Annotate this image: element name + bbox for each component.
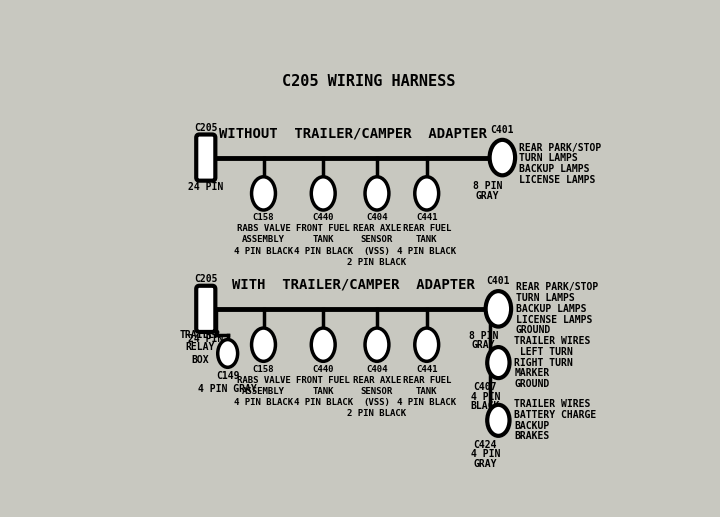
Text: BLACK: BLACK xyxy=(471,401,500,411)
Text: C440
FRONT FUEL
TANK
4 PIN BLACK: C440 FRONT FUEL TANK 4 PIN BLACK xyxy=(294,364,353,407)
Text: 4 PIN: 4 PIN xyxy=(471,392,500,402)
Text: GRAY: GRAY xyxy=(476,191,500,201)
Ellipse shape xyxy=(365,177,389,210)
Ellipse shape xyxy=(251,328,276,361)
Ellipse shape xyxy=(311,177,336,210)
Text: BACKUP: BACKUP xyxy=(514,421,549,431)
Text: C441
REAR FUEL
TANK
4 PIN BLACK: C441 REAR FUEL TANK 4 PIN BLACK xyxy=(397,213,456,255)
Text: C149
4 PIN GRAY: C149 4 PIN GRAY xyxy=(198,371,257,393)
Ellipse shape xyxy=(311,328,336,361)
Text: C205 WIRING HARNESS: C205 WIRING HARNESS xyxy=(282,74,456,89)
Text: TRAILER WIRES: TRAILER WIRES xyxy=(514,399,590,409)
Text: RIGHT TURN: RIGHT TURN xyxy=(514,358,573,368)
Text: REAR PARK/STOP: REAR PARK/STOP xyxy=(516,282,598,292)
Text: 8 PIN: 8 PIN xyxy=(469,330,498,341)
Text: GRAY: GRAY xyxy=(474,459,497,469)
Ellipse shape xyxy=(415,177,438,210)
FancyBboxPatch shape xyxy=(197,134,215,180)
Text: C424: C424 xyxy=(474,440,497,450)
Text: 24 PIN: 24 PIN xyxy=(188,333,223,343)
Text: LEFT TURN: LEFT TURN xyxy=(514,347,573,357)
Text: C401: C401 xyxy=(487,277,510,286)
Text: BRAKES: BRAKES xyxy=(514,432,549,442)
Text: TURN LAMPS: TURN LAMPS xyxy=(519,154,578,163)
Text: BACKUP LAMPS: BACKUP LAMPS xyxy=(519,164,590,174)
Ellipse shape xyxy=(415,328,438,361)
Text: TURN LAMPS: TURN LAMPS xyxy=(516,293,575,303)
Text: GROUND: GROUND xyxy=(516,325,551,336)
Ellipse shape xyxy=(490,140,515,175)
Ellipse shape xyxy=(486,291,511,327)
Text: C205: C205 xyxy=(194,274,217,284)
Text: BACKUP LAMPS: BACKUP LAMPS xyxy=(516,304,586,314)
Ellipse shape xyxy=(251,177,276,210)
Text: C440
FRONT FUEL
TANK
4 PIN BLACK: C440 FRONT FUEL TANK 4 PIN BLACK xyxy=(294,213,353,255)
Text: BATTERY CHARGE: BATTERY CHARGE xyxy=(514,410,597,420)
Text: 24 PIN: 24 PIN xyxy=(188,183,223,192)
Text: C205: C205 xyxy=(194,123,217,133)
Text: MARKER: MARKER xyxy=(514,368,549,378)
Text: C404
REAR AXLE
SENSOR
(VSS)
2 PIN BLACK: C404 REAR AXLE SENSOR (VSS) 2 PIN BLACK xyxy=(347,213,407,267)
Text: 8 PIN: 8 PIN xyxy=(473,181,503,191)
Ellipse shape xyxy=(365,328,389,361)
Text: GROUND: GROUND xyxy=(514,379,549,389)
Text: LICENSE LAMPS: LICENSE LAMPS xyxy=(516,315,593,325)
Text: C158
RABS VALVE
ASSEMBLY
4 PIN BLACK: C158 RABS VALVE ASSEMBLY 4 PIN BLACK xyxy=(234,213,293,255)
Text: WITH  TRAILER/CAMPER  ADAPTER: WITH TRAILER/CAMPER ADAPTER xyxy=(232,278,474,292)
Text: C441
REAR FUEL
TANK
4 PIN BLACK: C441 REAR FUEL TANK 4 PIN BLACK xyxy=(397,364,456,407)
Text: WITHOUT  TRAILER/CAMPER  ADAPTER: WITHOUT TRAILER/CAMPER ADAPTER xyxy=(219,127,487,141)
Text: C401: C401 xyxy=(490,125,514,135)
Text: C407: C407 xyxy=(474,382,497,392)
Ellipse shape xyxy=(487,347,510,378)
Text: 4 PIN: 4 PIN xyxy=(471,449,500,460)
Text: TRAILER
RELAY
BOX: TRAILER RELAY BOX xyxy=(179,330,220,365)
Text: REAR PARK/STOP: REAR PARK/STOP xyxy=(519,143,601,153)
FancyBboxPatch shape xyxy=(197,286,215,332)
Ellipse shape xyxy=(217,340,238,367)
Text: C158
RABS VALVE
ASSEMBLY
4 PIN BLACK: C158 RABS VALVE ASSEMBLY 4 PIN BLACK xyxy=(234,364,293,407)
Text: C404
REAR AXLE
SENSOR
(VSS)
2 PIN BLACK: C404 REAR AXLE SENSOR (VSS) 2 PIN BLACK xyxy=(347,364,407,418)
Text: LICENSE LAMPS: LICENSE LAMPS xyxy=(519,175,595,185)
Ellipse shape xyxy=(487,405,510,436)
Text: GRAY: GRAY xyxy=(472,340,495,350)
Text: TRAILER WIRES: TRAILER WIRES xyxy=(514,336,590,346)
